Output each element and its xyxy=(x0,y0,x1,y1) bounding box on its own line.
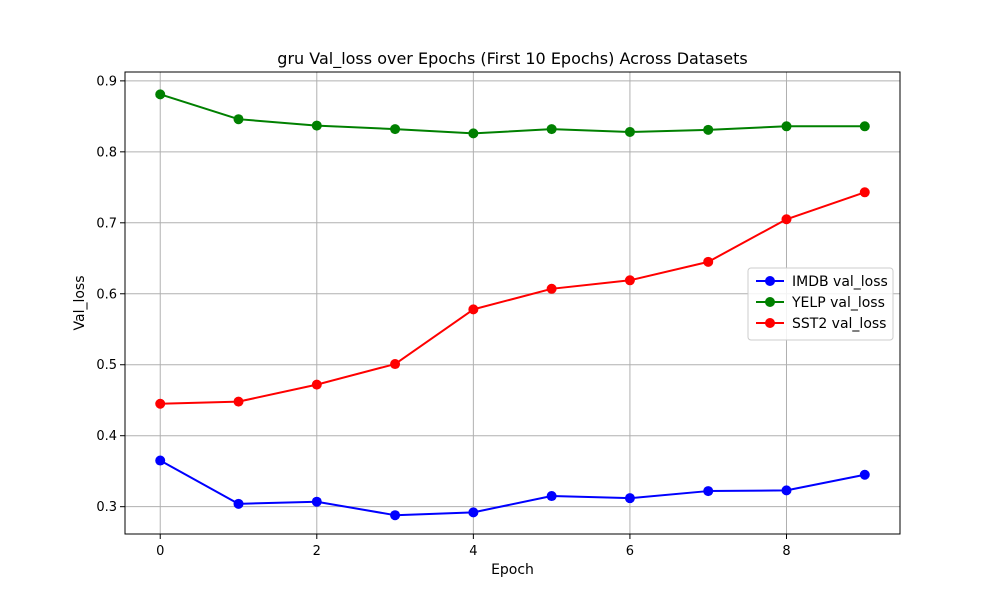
y-tick-label: 0.7 xyxy=(96,216,117,231)
plot-frame xyxy=(124,71,901,535)
data-point xyxy=(703,486,714,497)
data-point xyxy=(781,121,792,132)
y-axis-label: Val_loss xyxy=(72,275,88,330)
data-point xyxy=(390,124,401,135)
grid xyxy=(125,72,900,534)
series-line xyxy=(159,93,865,135)
data-point xyxy=(233,114,244,125)
legend-swatch-marker xyxy=(765,297,775,307)
legend-item: YELP val_loss xyxy=(756,295,885,311)
series-layer xyxy=(155,89,870,521)
data-point xyxy=(859,187,870,198)
y-tick-label: 0.4 xyxy=(96,429,117,444)
data-point xyxy=(546,491,557,502)
data-point xyxy=(624,275,635,286)
series-1 xyxy=(155,455,870,521)
data-point xyxy=(546,124,557,135)
data-point xyxy=(703,124,714,135)
x-tick-label: 8 xyxy=(782,544,790,559)
chart-title: gru Val_loss over Epochs (First 10 Epoch… xyxy=(277,49,747,69)
data-point xyxy=(703,256,714,267)
data-point xyxy=(546,283,557,294)
data-point xyxy=(624,126,635,137)
legend-label: IMDB val_loss xyxy=(792,274,888,290)
y-tick-label: 0.9 xyxy=(96,74,117,89)
data-point xyxy=(859,121,870,132)
data-point xyxy=(468,507,479,518)
y-tick-label: 0.3 xyxy=(96,500,117,515)
x-tick-label: 2 xyxy=(313,544,321,559)
axis-ticks: 0 2 4 6 8 0.3 0.4 0.5 0.6 0.7 0.8 0.9 xyxy=(96,74,790,559)
legend-label: SST2 val_loss xyxy=(792,316,886,332)
data-point xyxy=(390,359,401,370)
data-point xyxy=(390,510,401,521)
legend-box xyxy=(747,267,894,341)
data-point xyxy=(155,455,166,466)
data-point xyxy=(233,498,244,509)
y-tick-label: 0.8 xyxy=(96,145,117,160)
legend-swatch-marker xyxy=(765,276,775,286)
data-point xyxy=(311,120,322,131)
y-tick-label: 0.5 xyxy=(96,358,117,373)
data-point xyxy=(311,379,322,390)
legend-item: IMDB val_loss xyxy=(756,274,888,290)
data-point xyxy=(781,485,792,496)
data-point xyxy=(781,214,792,225)
x-axis-label: Epoch xyxy=(491,562,534,578)
data-point xyxy=(155,89,166,100)
legend-swatch-marker xyxy=(765,318,775,328)
series-line xyxy=(160,191,866,405)
data-point xyxy=(155,398,166,409)
x-tick-label: 4 xyxy=(469,544,477,559)
data-point xyxy=(233,396,244,407)
legend-label: YELP val_loss xyxy=(791,295,885,311)
data-point xyxy=(311,496,322,507)
data-point xyxy=(468,128,479,139)
data-point xyxy=(468,304,479,315)
x-tick-label: 0 xyxy=(156,544,164,559)
data-point xyxy=(624,493,635,504)
series-line xyxy=(159,459,865,517)
data-point xyxy=(859,469,870,480)
x-tick-label: 6 xyxy=(626,544,634,559)
series-2 xyxy=(155,89,870,139)
legend: IMDB val_loss YELP val_loss SST2 val_loss xyxy=(747,267,894,341)
y-tick-label: 0.6 xyxy=(96,287,117,302)
legend-item: SST2 val_loss xyxy=(756,316,886,332)
series-3 xyxy=(155,187,870,409)
